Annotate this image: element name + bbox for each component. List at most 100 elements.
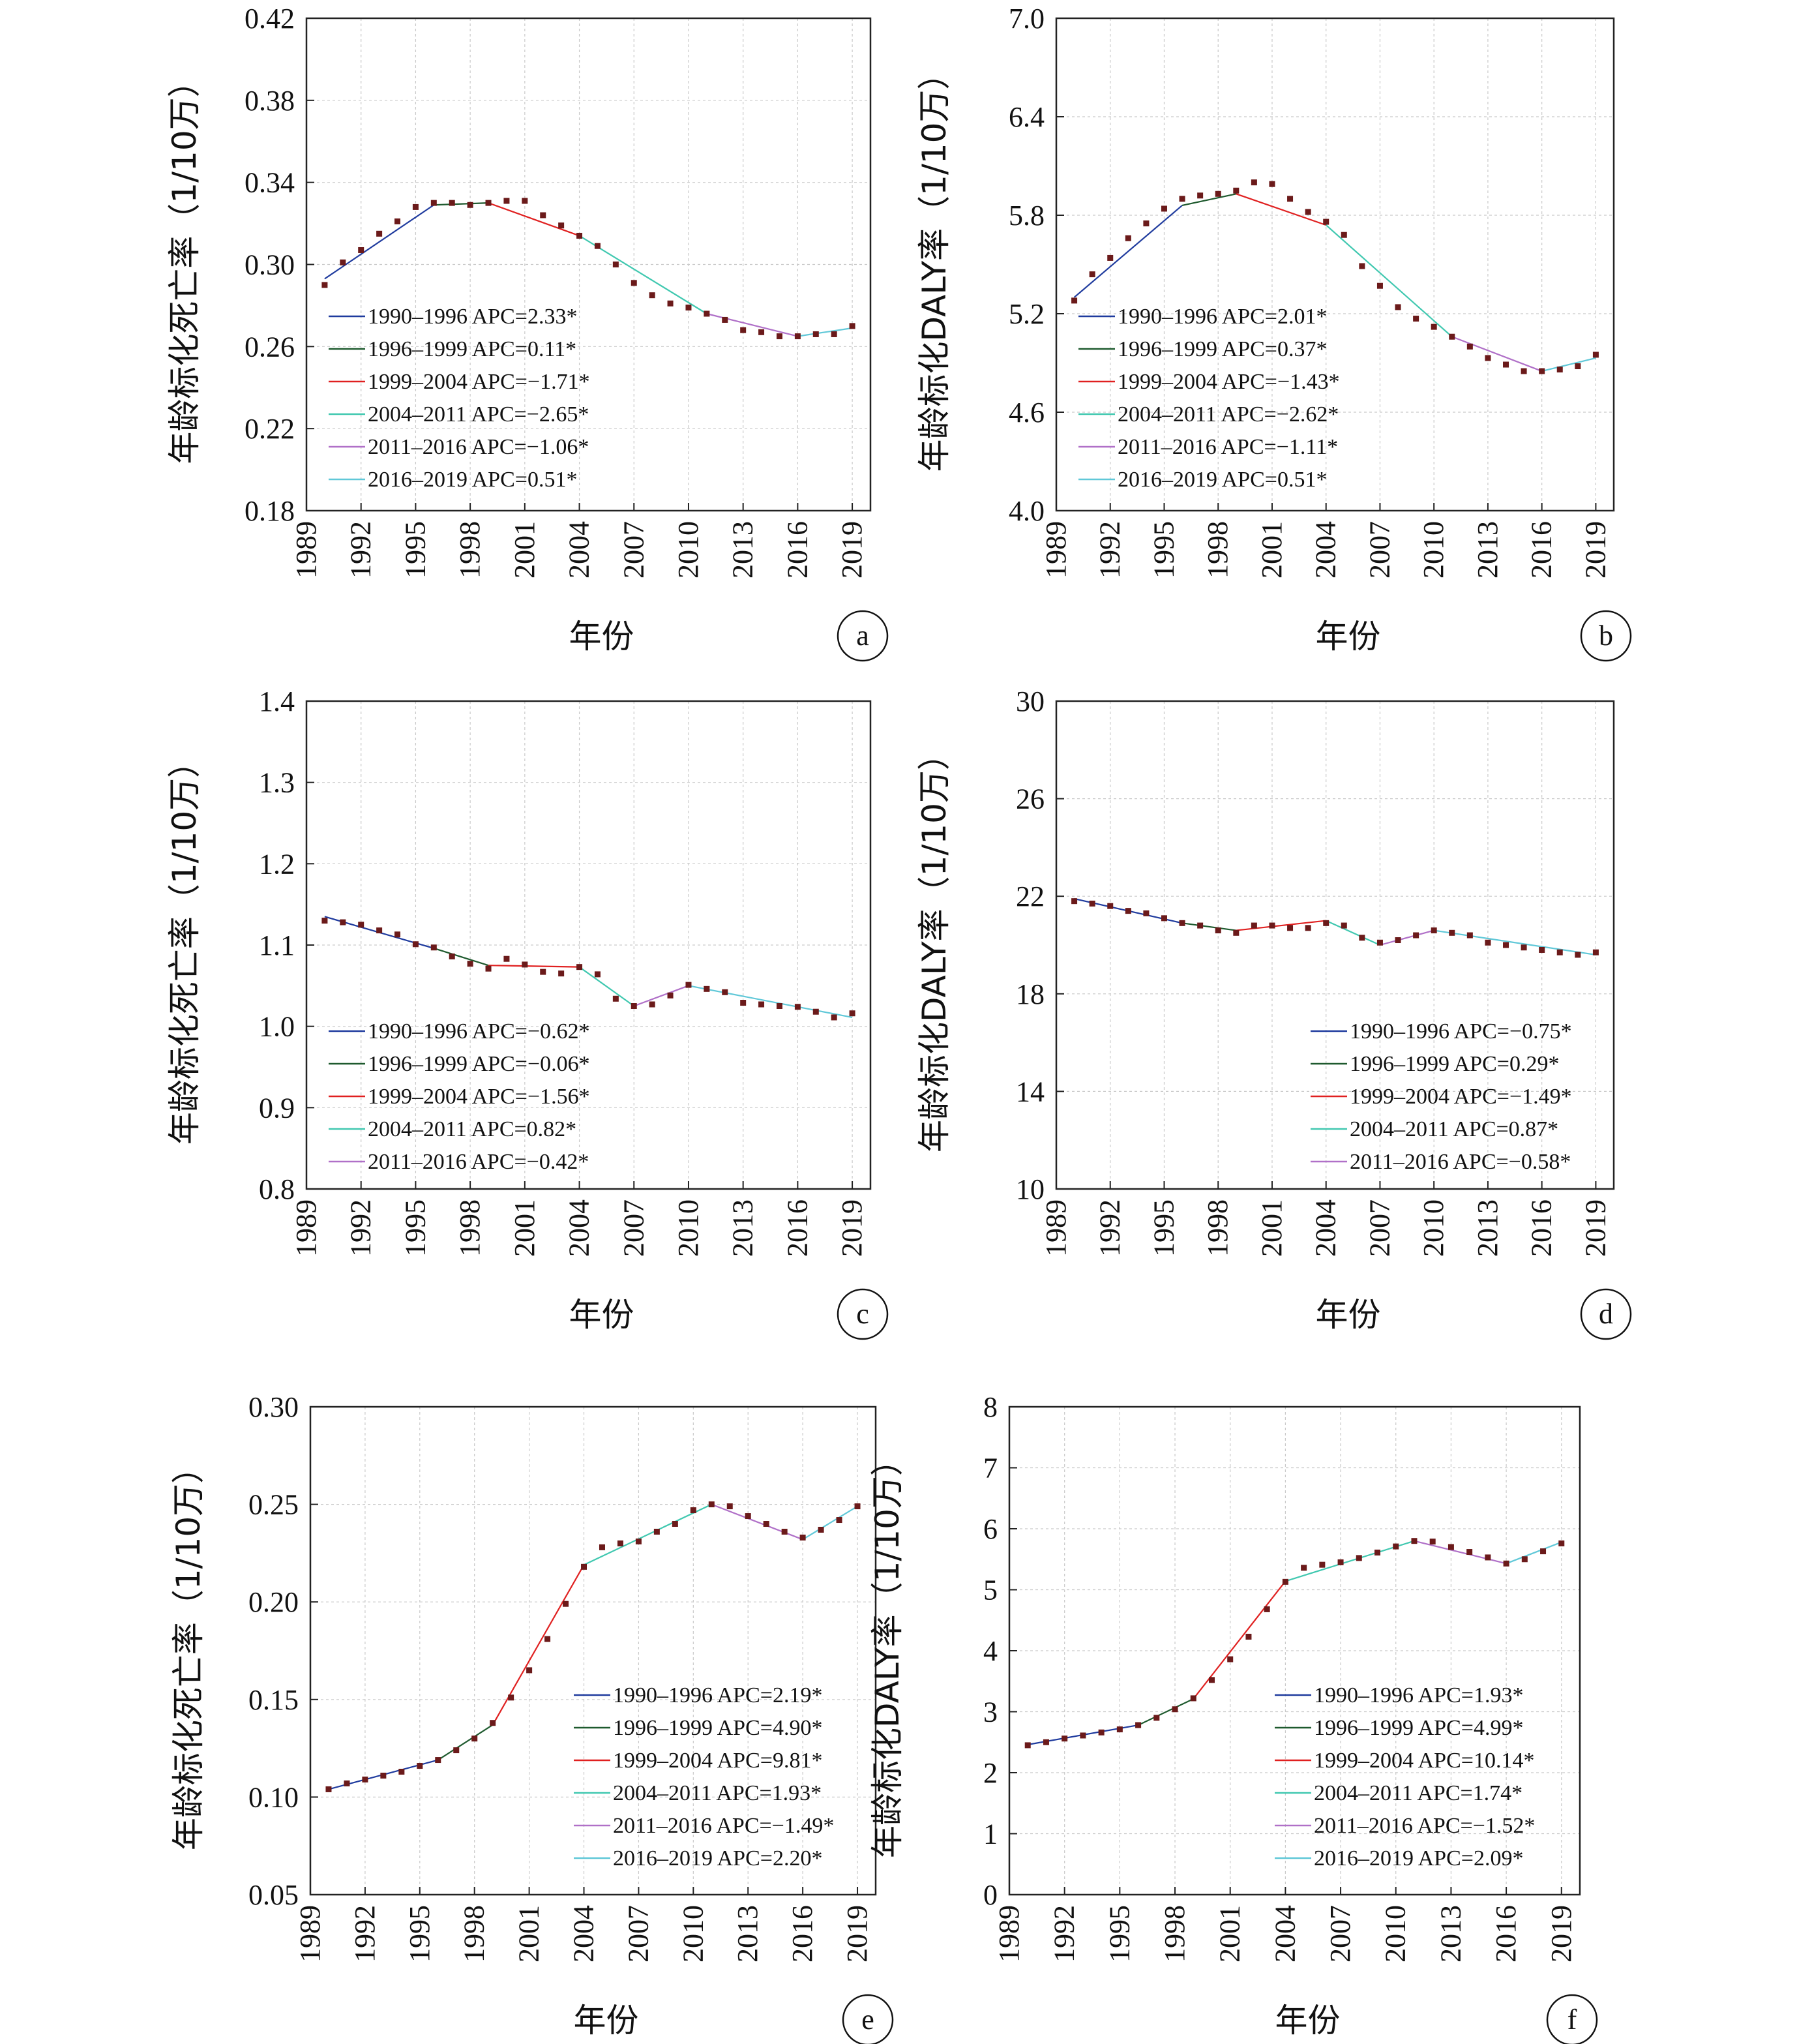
data-point [1376,939,1383,946]
data-point [522,961,528,968]
x-tick-label: 2001 [513,1905,545,1962]
data-point [1503,1560,1509,1567]
x-tick-label: 2007 [617,521,649,579]
observed-points [321,918,855,1021]
panel-d: 1989 1992 1995 1998 2001 2004 2007 2010 2013 2016… [915,685,1632,1340]
panel-tag-circle [842,1994,894,2044]
legend-entry: 2011–2016 APC=−1.06* [368,435,589,459]
x-tick-label: 1998 [458,1905,490,1962]
x-tick-label: 2010 [1418,1199,1449,1257]
data-point [1089,900,1095,907]
data-point [1395,937,1401,944]
fit-segment-line [438,1724,494,1761]
fit-segment-line [1073,205,1183,298]
y-tick-label: 6.4 [1009,101,1045,133]
data-point [417,1763,423,1769]
x-tick-label: 1989 [290,521,322,579]
x-axis-label: 年份 [1316,618,1381,655]
data-point [435,1757,441,1764]
legend-entry: 2011–2016 APC=−0.42* [368,1150,589,1174]
data-point [490,1720,496,1726]
x-tick-label: 2004 [568,1905,600,1962]
data-point [1485,1554,1491,1561]
panel-f: 1989 1992 1995 1998 2001 2004 2007 2010 2013 2016… [869,1391,1598,2044]
plot-frame [1055,700,1615,1190]
data-point [745,1513,751,1520]
fit-segment-line [578,235,707,314]
y-tick-label: 18 [1016,978,1045,1010]
data-point [1197,922,1204,929]
legend-entry: 1996–1999 APC=0.29* [1350,1052,1559,1076]
data-point [325,1786,332,1792]
data-point [526,1667,533,1674]
data-point [1521,944,1527,951]
data-point [1341,922,1347,929]
data-point [1251,179,1257,186]
fit-segment-line [1236,193,1327,226]
data-point [740,327,747,333]
data-point [344,1780,350,1786]
data-point [1323,218,1329,225]
legend-entry: 2004–2011 APC=−2.62* [1118,402,1339,427]
x-tick-label: 2001 [509,521,541,579]
data-point [563,1601,569,1607]
legend-entry: 1990–1996 APC=2.01* [1118,305,1327,329]
data-point [667,992,674,999]
x-tick-label: 2019 [1545,1905,1577,1962]
x-axis-label: 年份 [1316,1296,1381,1334]
data-point [1305,925,1311,931]
data-point [1503,361,1509,368]
y-tick-label: 0.05 [248,1879,299,1911]
data-point [1125,908,1131,914]
axis-ticks: 1989 1992 1995 1998 2001 2004 2007 2010 2013 2016… [1016,685,1611,1257]
data-point [485,965,492,972]
y-tick-label: 1.4 [259,685,295,717]
x-tick-label: 1989 [1040,521,1072,579]
legend-entry: 1990–1996 APC=−0.62* [368,1019,590,1044]
data-point [653,1528,660,1535]
y-tick-label: 0.25 [248,1489,299,1521]
x-tick-label: 2016 [1526,521,1558,579]
y-tick-label: 2 [983,1757,998,1789]
data-point [1024,1742,1031,1749]
data-point [1264,1606,1270,1612]
x-tick-label: 2001 [1214,1905,1246,1962]
data-point [1287,196,1294,202]
y-axis-label: 年龄标化死亡率（1/10万） [170,1451,207,1850]
data-point [1107,903,1114,909]
data-point [412,941,419,948]
fit-segment-line [434,202,489,206]
data-point [831,1014,837,1021]
data-point [1521,1556,1528,1563]
data-point [1208,1677,1215,1683]
legend-entry: 1999–2004 APC=10.14* [1314,1749,1534,1773]
x-tick-label: 1998 [454,1199,486,1257]
data-point [1305,209,1311,215]
data-point [758,329,765,335]
data-point [667,300,674,307]
x-tick-label: 1995 [399,1199,431,1257]
panel-tag-label: d [1599,1298,1613,1330]
data-point [467,961,473,967]
data-point [558,222,565,229]
y-tick-label: 22 [1016,880,1045,912]
observed-points [1071,898,1599,958]
data-point [799,1534,806,1541]
data-point [1245,1633,1252,1640]
data-point [722,989,728,995]
legend-entry: 2004–2011 APC=1.93* [613,1781,822,1805]
axis-ticks: 1989 1992 1995 1998 2001 2004 2007 2010 2013 2016… [248,1391,873,1962]
y-tick-label: 4 [983,1635,998,1667]
data-point [1558,1540,1565,1546]
data-point [849,1010,855,1017]
legend-entry: 1996–1999 APC=4.99* [1314,1716,1523,1740]
data-point [794,333,801,340]
x-tick-label: 2001 [1256,521,1288,579]
fit-segment-line [1193,1580,1286,1700]
y-tick-label: 10 [1016,1173,1045,1205]
legend: 1990–1996 APC=2.19* 1996–1999 APC=4.90* 19… [574,1683,834,1871]
data-point [362,1776,368,1782]
axis-ticks: 1989 1992 1995 1998 2001 2004 2007 2010 2013 2016… [259,685,868,1257]
y-tick-label: 4.6 [1009,397,1045,428]
panel-tag-circle [837,610,889,662]
